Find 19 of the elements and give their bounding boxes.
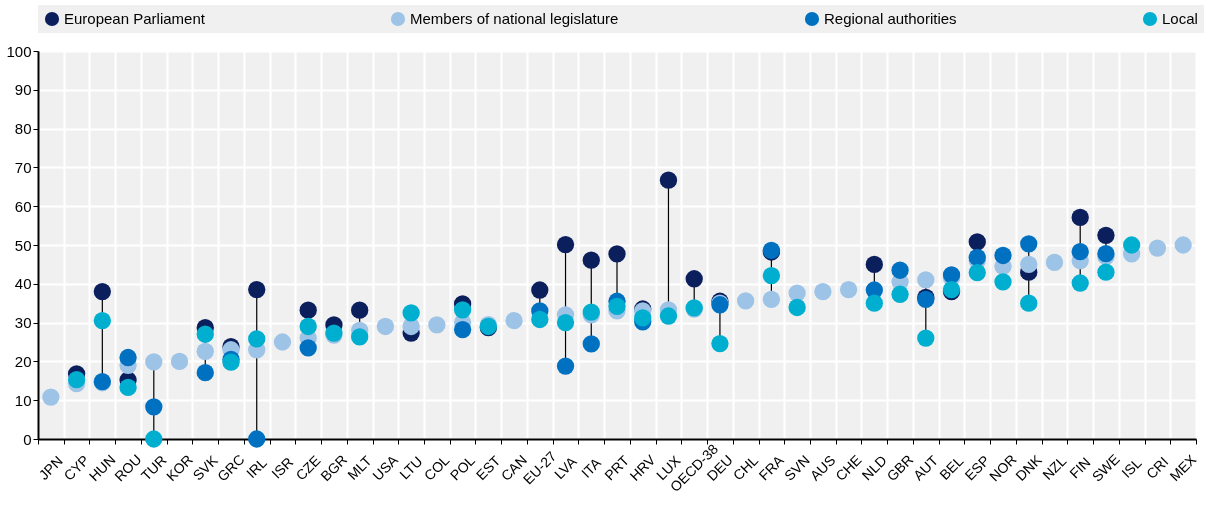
legend-label: Members of national legislature xyxy=(410,10,619,27)
x-tick-label: IRL xyxy=(243,454,271,482)
y-tick-label: 90 xyxy=(14,81,32,99)
x-tick-label: ISR xyxy=(268,453,297,482)
y-tick-label: 80 xyxy=(14,120,32,138)
legend-label: European Parliament xyxy=(64,10,206,27)
y-tick-label: 20 xyxy=(14,352,32,370)
y-tick-label: 70 xyxy=(14,158,32,176)
legend-label: Regional authorities xyxy=(824,10,957,27)
y-tick-label: 30 xyxy=(14,314,32,332)
y-tick-label: 60 xyxy=(14,197,32,215)
y-tick-label: 50 xyxy=(14,236,32,254)
y-tick-label: 100 xyxy=(6,42,32,60)
x-tick-label: FIN xyxy=(1066,454,1094,482)
x-tick-label: ITA xyxy=(578,454,605,481)
legend-label: Local xyxy=(1162,10,1198,27)
y-tick-label: 10 xyxy=(14,391,32,409)
y-tick-label: 40 xyxy=(14,275,32,293)
y-tick-label: 0 xyxy=(23,430,32,448)
